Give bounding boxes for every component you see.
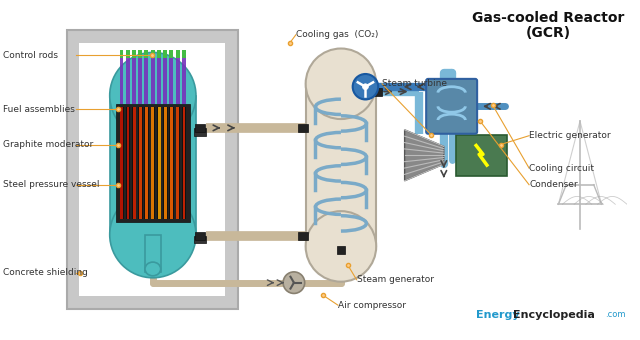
Bar — [306, 84, 376, 246]
Text: Concrete shielding: Concrete shielding — [3, 268, 88, 277]
Bar — [456, 135, 506, 176]
Text: Cooling gas  (CO₂): Cooling gas (CO₂) — [296, 30, 378, 39]
Bar — [125, 50, 130, 58]
Ellipse shape — [306, 49, 376, 119]
Circle shape — [362, 84, 369, 90]
Bar — [139, 107, 142, 219]
Bar — [132, 50, 136, 104]
Text: (GCR): (GCR) — [526, 26, 571, 40]
Bar — [164, 107, 167, 219]
Circle shape — [353, 74, 378, 100]
Bar — [132, 107, 136, 219]
Bar — [120, 107, 124, 219]
Bar — [145, 50, 148, 58]
Bar — [170, 107, 173, 219]
Bar — [175, 107, 180, 219]
Bar — [195, 124, 205, 132]
Text: Steam generator: Steam generator — [356, 275, 434, 284]
Bar — [175, 50, 180, 104]
Circle shape — [283, 272, 305, 293]
Text: Air compressor: Air compressor — [338, 301, 406, 310]
Bar — [125, 50, 130, 104]
Polygon shape — [404, 130, 444, 181]
Bar — [194, 236, 205, 243]
Bar — [157, 107, 161, 219]
Bar — [182, 50, 186, 104]
Bar — [163, 50, 167, 58]
Bar — [138, 50, 142, 104]
Text: Steam turbine: Steam turbine — [382, 79, 447, 88]
Ellipse shape — [145, 262, 161, 276]
Bar — [374, 88, 382, 96]
Bar — [177, 107, 179, 219]
Text: Electric generator: Electric generator — [529, 131, 611, 140]
Bar — [125, 107, 130, 219]
FancyBboxPatch shape — [426, 79, 477, 134]
Bar — [195, 232, 205, 240]
Ellipse shape — [306, 211, 376, 282]
Text: Condenser: Condenser — [529, 180, 578, 189]
Bar — [145, 107, 148, 219]
Text: Fuel assemblies: Fuel assemblies — [3, 105, 75, 114]
Bar — [157, 50, 161, 104]
Bar — [145, 107, 149, 219]
Text: Control rods: Control rods — [3, 51, 58, 60]
Bar — [150, 50, 155, 58]
Text: Gas-cooled Reactor: Gas-cooled Reactor — [472, 11, 625, 25]
Bar — [163, 50, 167, 104]
Bar — [67, 30, 238, 309]
Bar — [170, 107, 174, 219]
Text: Steel pressure vessel: Steel pressure vessel — [3, 180, 99, 189]
Bar — [145, 50, 148, 104]
Bar — [120, 107, 123, 219]
Text: Graphite moderator: Graphite moderator — [3, 140, 93, 149]
Bar — [109, 96, 196, 235]
Bar — [170, 50, 173, 104]
Bar — [337, 246, 345, 254]
Ellipse shape — [109, 191, 196, 278]
Bar — [152, 107, 154, 219]
Bar — [138, 107, 143, 219]
Bar — [150, 107, 155, 219]
Bar — [182, 50, 186, 58]
Bar — [163, 107, 168, 219]
Bar — [145, 235, 161, 272]
Bar — [127, 107, 129, 219]
Bar — [157, 107, 161, 219]
Bar — [120, 50, 124, 58]
Text: .com: .com — [605, 310, 626, 320]
Bar — [170, 50, 173, 58]
Bar — [138, 50, 142, 58]
Bar — [150, 50, 155, 104]
Text: Cooling circuit: Cooling circuit — [529, 164, 594, 172]
Bar — [120, 50, 124, 104]
Bar — [182, 107, 186, 219]
Bar — [116, 104, 190, 222]
Bar — [182, 107, 186, 219]
Bar — [157, 50, 161, 58]
Bar — [298, 232, 308, 240]
Bar — [298, 124, 308, 132]
Ellipse shape — [109, 52, 196, 139]
Bar — [132, 50, 136, 58]
Bar — [79, 42, 225, 296]
Text: Energy: Energy — [476, 310, 520, 320]
Bar — [132, 107, 136, 219]
Bar — [175, 50, 180, 58]
Text: Encyclopedia: Encyclopedia — [513, 310, 595, 320]
Bar — [194, 128, 205, 136]
